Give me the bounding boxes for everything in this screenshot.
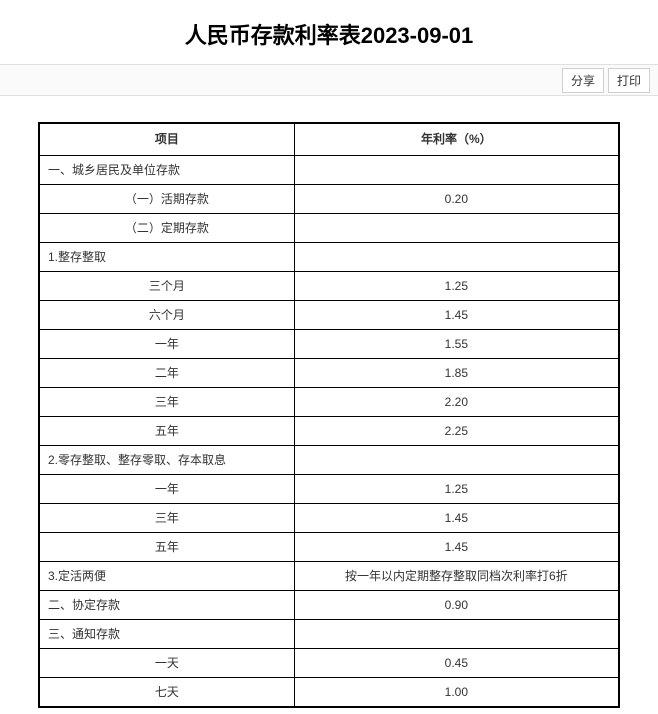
cell-item: 三年 [39, 387, 294, 416]
cell-item: （二）定期存款 [39, 213, 294, 242]
action-bar: 分享 打印 [0, 64, 658, 96]
cell-rate: 1.45 [294, 503, 619, 532]
table-row: 三、通知存款 [39, 619, 619, 648]
cell-rate [294, 213, 619, 242]
cell-item: 五年 [39, 416, 294, 445]
cell-rate: 0.90 [294, 590, 619, 619]
cell-rate [294, 242, 619, 271]
cell-item: 3.定活两便 [39, 561, 294, 590]
cell-item: （一）活期存款 [39, 184, 294, 213]
table-row: 五年2.25 [39, 416, 619, 445]
table-row: 三年2.20 [39, 387, 619, 416]
cell-rate: 1.25 [294, 474, 619, 503]
cell-item: 1.整存整取 [39, 242, 294, 271]
cell-item: 2.零存整取、整存零取、存本取息 [39, 445, 294, 474]
table-row: 二、协定存款0.90 [39, 590, 619, 619]
cell-item: 三、通知存款 [39, 619, 294, 648]
cell-rate: 按一年以内定期整存整取同档次利率打6折 [294, 561, 619, 590]
cell-item: 七天 [39, 677, 294, 707]
cell-item: 六个月 [39, 300, 294, 329]
cell-rate: 2.25 [294, 416, 619, 445]
table-row: 一天0.45 [39, 648, 619, 677]
cell-item: 一、城乡居民及单位存款 [39, 155, 294, 184]
table-row: 三个月1.25 [39, 271, 619, 300]
cell-item: 一年 [39, 474, 294, 503]
cell-item: 五年 [39, 532, 294, 561]
table-row: 六个月1.45 [39, 300, 619, 329]
cell-rate: 1.00 [294, 677, 619, 707]
cell-rate: 1.55 [294, 329, 619, 358]
header-item: 项目 [39, 123, 294, 155]
cell-rate: 1.45 [294, 532, 619, 561]
cell-item: 二、协定存款 [39, 590, 294, 619]
table-row: 一、城乡居民及单位存款 [39, 155, 619, 184]
table-row: 七天1.00 [39, 677, 619, 707]
table-row: （二）定期存款 [39, 213, 619, 242]
table-row: 五年1.45 [39, 532, 619, 561]
header-rate: 年利率（%） [294, 123, 619, 155]
table-wrapper: 项目 年利率（%） 一、城乡居民及单位存款（一）活期存款0.20（二）定期存款1… [0, 96, 658, 708]
cell-rate [294, 445, 619, 474]
cell-item: 三年 [39, 503, 294, 532]
cell-rate [294, 155, 619, 184]
table-row: 2.零存整取、整存零取、存本取息 [39, 445, 619, 474]
table-row: （一）活期存款0.20 [39, 184, 619, 213]
cell-item: 二年 [39, 358, 294, 387]
table-row: 3.定活两便按一年以内定期整存整取同档次利率打6折 [39, 561, 619, 590]
cell-rate: 2.20 [294, 387, 619, 416]
cell-item: 一天 [39, 648, 294, 677]
page-title: 人民币存款利率表2023-09-01 [0, 0, 658, 64]
print-button[interactable]: 打印 [608, 68, 650, 93]
table-row: 1.整存整取 [39, 242, 619, 271]
table-header-row: 项目 年利率（%） [39, 123, 619, 155]
cell-rate: 0.45 [294, 648, 619, 677]
cell-item: 一年 [39, 329, 294, 358]
table-row: 一年1.25 [39, 474, 619, 503]
cell-item: 三个月 [39, 271, 294, 300]
cell-rate: 1.25 [294, 271, 619, 300]
table-row: 三年1.45 [39, 503, 619, 532]
cell-rate: 1.85 [294, 358, 619, 387]
cell-rate: 1.45 [294, 300, 619, 329]
cell-rate [294, 619, 619, 648]
cell-rate: 0.20 [294, 184, 619, 213]
table-row: 二年1.85 [39, 358, 619, 387]
share-button[interactable]: 分享 [562, 68, 604, 93]
rate-table: 项目 年利率（%） 一、城乡居民及单位存款（一）活期存款0.20（二）定期存款1… [38, 122, 620, 708]
table-row: 一年1.55 [39, 329, 619, 358]
